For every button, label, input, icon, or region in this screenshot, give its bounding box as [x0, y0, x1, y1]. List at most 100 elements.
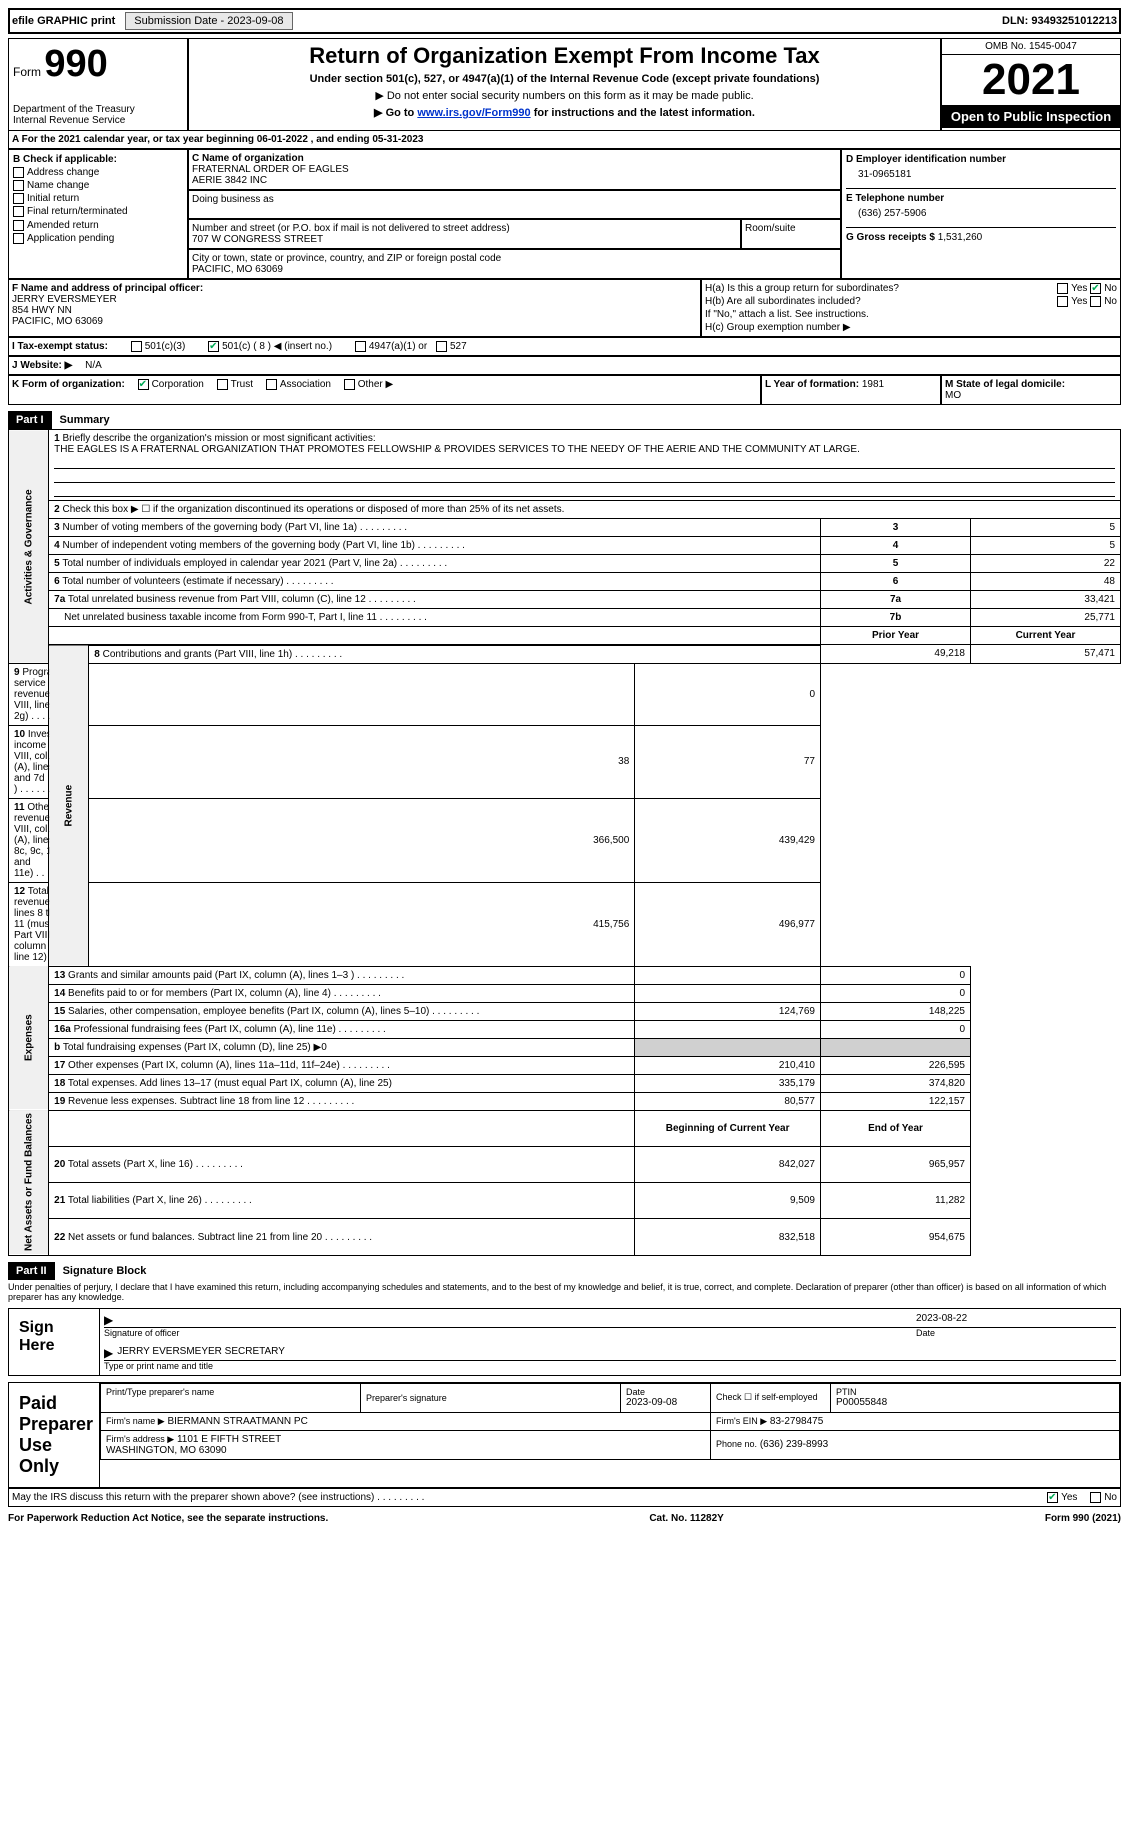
box-c: C Name of organization FRATERNAL ORDER O…: [188, 149, 841, 279]
prior-year: 9,509: [635, 1183, 821, 1219]
row-num: 12: [14, 886, 25, 897]
prior-year: 832,518: [635, 1219, 821, 1255]
prior-year: 38: [89, 725, 635, 798]
tel-value: (636) 257-5906: [846, 204, 1116, 227]
current-year: 226,595: [821, 1056, 971, 1074]
chk-initial-return[interactable]: Initial return: [13, 193, 183, 204]
table-row: Net unrelated business taxable income fr…: [9, 609, 1121, 627]
prior-year: [635, 984, 821, 1002]
row-num: 6: [54, 576, 60, 587]
chk-amended-return[interactable]: Amended return: [13, 220, 183, 231]
state-domicile-label: M State of legal domicile:: [945, 379, 1065, 390]
section-bcd: B Check if applicable: Address change Na…: [8, 149, 1121, 279]
may-irs-row: May the IRS discuss this return with the…: [8, 1488, 1121, 1507]
prior-year: 335,179: [635, 1074, 821, 1092]
yes-label: Yes: [1071, 296, 1087, 307]
501c3-label: 501(c)(3): [145, 341, 186, 352]
year-formation-value: 1981: [862, 379, 884, 390]
prior-year: 366,500: [89, 798, 635, 882]
box-j: J Website: ▶ N/A: [8, 356, 1121, 375]
header-sub3: ▶ Go to www.irs.gov/Form990 for instruct…: [193, 106, 936, 119]
chk-final-return[interactable]: Final return/terminated: [13, 206, 183, 217]
room-suite: Room/suite: [741, 219, 841, 249]
prior-year: [635, 966, 821, 984]
chk-application-pending[interactable]: Application pending: [13, 233, 183, 244]
hb-label: H(b) Are all subordinates included?: [705, 296, 861, 307]
q1-label: Briefly describe the organization's miss…: [62, 433, 375, 444]
form990-link[interactable]: www.irs.gov/Form990: [417, 107, 530, 119]
prep-sig-label: Preparer's signature: [366, 1393, 615, 1403]
chk-label: Address change: [27, 167, 99, 178]
527-label: 527: [450, 341, 467, 352]
row-text: Other expenses (Part IX, column (A), lin…: [68, 1060, 390, 1071]
row-num: 15: [54, 1006, 65, 1017]
row-num: 9: [14, 667, 20, 678]
officer-value: JERRY EVERSMEYER 854 HWY NN PACIFIC, MO …: [12, 294, 697, 327]
chk-address-change[interactable]: Address change: [13, 167, 183, 178]
current-year: 954,675: [821, 1219, 971, 1255]
state-domicile-value: MO: [945, 390, 961, 401]
row-text: Grants and similar amounts paid (Part IX…: [68, 970, 404, 981]
row-value: 22: [971, 555, 1121, 573]
part1-tab: Part I: [8, 411, 52, 429]
shaded-cell: [821, 1038, 971, 1056]
chk-name-change[interactable]: Name change: [13, 180, 183, 191]
end-year-header: End of Year: [821, 1110, 971, 1146]
org-name-label: C Name of organization: [192, 153, 837, 164]
row-value: 25,771: [971, 609, 1121, 627]
4947-label: 4947(a)(1) or: [369, 341, 427, 352]
row-num: 19: [54, 1096, 65, 1107]
form-header: Form 990 Department of the Treasury Inte…: [8, 38, 1121, 131]
line-a: A For the 2021 calendar year, or tax yea…: [8, 131, 1121, 149]
name-title-value: JERRY EVERSMEYER SECRETARY: [117, 1346, 285, 1360]
row-ref: 6: [821, 573, 971, 591]
current-year: 439,429: [635, 798, 821, 882]
row-value: 48: [971, 573, 1121, 591]
row-text: Total number of individuals employed in …: [62, 558, 447, 569]
table-row: 7a Total unrelated business revenue from…: [9, 591, 1121, 609]
tax-status-label: I Tax-exempt status:: [12, 341, 108, 352]
phone-label: Phone no.: [716, 1439, 757, 1449]
prior-year-header: Prior Year: [821, 627, 971, 645]
q2-label: Check this box ▶ ☐ if the organization d…: [62, 504, 564, 515]
section-fh: F Name and address of principal officer:…: [8, 279, 1121, 337]
city-label: City or town, state or province, country…: [192, 253, 837, 264]
row-text: Benefits paid to or for members (Part IX…: [68, 988, 381, 999]
row-num: 22: [54, 1232, 65, 1243]
declaration-text: Under penalties of perjury, I declare th…: [8, 1282, 1121, 1302]
prior-year: 210,410: [635, 1056, 821, 1074]
row-num: 13: [54, 970, 65, 981]
current-year: 0: [635, 663, 821, 725]
form-number: 990: [44, 43, 107, 85]
prior-year: [89, 663, 635, 725]
sig-date: 2023-08-22: [916, 1313, 1116, 1327]
row-num: 21: [54, 1195, 65, 1206]
box-i: I Tax-exempt status: 501(c)(3) 501(c) ( …: [8, 337, 1121, 356]
row-num: b: [54, 1042, 60, 1053]
row-num: 10: [14, 729, 25, 740]
current-year: 122,157: [821, 1092, 971, 1110]
dln-label: DLN: 93493251012213: [1002, 15, 1117, 27]
website-label: J Website: ▶: [12, 360, 72, 371]
addr-value: 707 W CONGRESS STREET: [192, 234, 737, 245]
row-num: 4: [54, 540, 60, 551]
footer-mid: Cat. No. 11282Y: [649, 1513, 723, 1524]
gross-value: 1,531,260: [938, 232, 983, 243]
header-center: Return of Organization Exempt From Incom…: [188, 38, 941, 131]
row-num: 7a: [54, 594, 65, 605]
firm-name-label: Firm's name ▶: [106, 1416, 165, 1426]
vtab-expenses: Expenses: [9, 966, 49, 1110]
other-label: Other ▶: [358, 379, 393, 390]
firm-name: BIERMANN STRAATMANN PC: [167, 1416, 307, 1427]
ptin-value: P00055848: [836, 1397, 1114, 1408]
box-d: D Employer identification number 31-0965…: [841, 149, 1121, 279]
efile-label: efile GRAPHIC print: [12, 15, 115, 27]
dba-label: Doing business as: [192, 194, 837, 205]
current-year-header: Current Year: [971, 627, 1121, 645]
row-num: 8: [94, 649, 100, 660]
submission-date-button[interactable]: Submission Date - 2023-09-08: [125, 12, 292, 30]
row-text: Total unrelated business revenue from Pa…: [68, 594, 416, 605]
row-num: 17: [54, 1060, 65, 1071]
prior-year: 842,027: [635, 1146, 821, 1182]
part1-table: Activities & Governance 1 Briefly descri…: [8, 429, 1121, 1256]
